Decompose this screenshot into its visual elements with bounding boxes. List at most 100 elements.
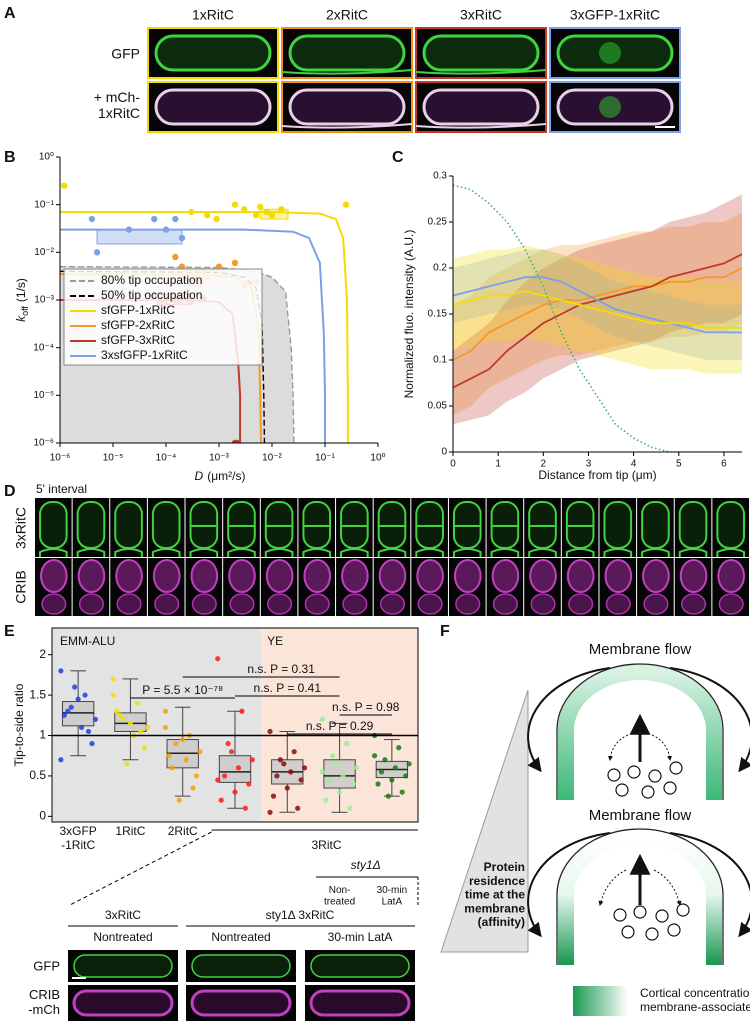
data-point [228, 749, 235, 755]
data-point [183, 757, 189, 763]
y-tick-label: 0.3 [433, 171, 447, 182]
cell-outline [603, 501, 633, 549]
panel-letter: C [392, 149, 404, 166]
data-point [233, 439, 241, 443]
text-line: + mCh- [94, 89, 141, 105]
data-point [242, 805, 248, 811]
x-tick-label: 10⁻⁵ [103, 453, 124, 464]
data-point [134, 700, 140, 706]
data-point [117, 712, 123, 718]
data-point [239, 708, 245, 714]
x-axis-label: Distance from tip (μm) [538, 468, 656, 482]
data-point [114, 708, 120, 714]
text-line: residence [469, 874, 525, 888]
data-point [399, 789, 405, 795]
y-tick-label: 10⁻¹ [34, 199, 54, 210]
crib-signal [491, 559, 520, 593]
crib-signal [378, 559, 407, 593]
text-line: (affinity) [478, 915, 525, 929]
crib-signal [342, 593, 368, 615]
row-label: GFP [33, 958, 60, 973]
text-line: Cortical concentration of [640, 986, 750, 1000]
data-point [372, 753, 378, 759]
cell [309, 989, 411, 1017]
significance-label: n.s. P = 0.41 [254, 681, 322, 695]
text-line: time at the [465, 888, 525, 902]
text-line: 3xGFP [59, 824, 96, 838]
crib-signal [680, 593, 707, 615]
x-tick-label: 3 [586, 459, 592, 470]
data-point [406, 761, 412, 767]
data-point [61, 712, 67, 718]
x-axis-label: D (μm²/s) [195, 469, 246, 483]
neighbor-cell [281, 69, 413, 75]
crib-signal [566, 559, 595, 593]
data-point [333, 761, 339, 767]
data-point [281, 761, 287, 767]
data-point [257, 203, 264, 211]
x-tick-label: 3xGFP -1RitC [59, 824, 96, 852]
data-point [392, 765, 398, 771]
cell-outline [490, 548, 520, 557]
data-point [301, 765, 308, 771]
data-point [65, 708, 71, 714]
cell-outline [151, 501, 181, 549]
data-point [231, 259, 239, 267]
neighbor-cell [415, 69, 547, 75]
data-point [197, 749, 203, 755]
text-line: Protein [484, 860, 525, 874]
y-axis-label: Tip-to-side ratio [12, 683, 26, 766]
cell-outline [415, 548, 444, 557]
cell-outline [114, 501, 143, 549]
data-point [127, 720, 134, 726]
crib-signal [379, 593, 406, 615]
profile-line [453, 267, 742, 361]
data-point [145, 724, 151, 731]
cell-outline [641, 501, 670, 549]
crib-signal [604, 559, 633, 593]
data-point [267, 809, 273, 815]
cell-outline [641, 548, 670, 557]
data-point [396, 745, 402, 751]
y-tick-label: 2 [39, 647, 46, 661]
x-tick-label: 1 [495, 459, 501, 470]
data-point [340, 773, 346, 779]
text-line: CRIB [29, 987, 60, 1002]
data-point [75, 696, 81, 702]
data-point [284, 785, 290, 791]
data-point [176, 797, 182, 803]
cell-outline [340, 548, 369, 557]
y-tick-label: 10⁻⁵ [33, 390, 54, 401]
data-point [274, 773, 280, 779]
y-tick-label: 10⁻⁴ [33, 342, 54, 353]
symbol: k [14, 315, 28, 322]
crib-signal [115, 559, 143, 593]
y-axis-label: koff (1/s) [14, 278, 30, 322]
data-point [204, 212, 211, 219]
data-point [180, 736, 186, 743]
data-point [268, 212, 276, 219]
data-point [319, 716, 325, 722]
data-point [78, 724, 85, 731]
data-point [162, 708, 169, 714]
cell-outline [302, 548, 332, 557]
data-point [82, 692, 88, 698]
panel-letter: D [4, 483, 16, 500]
cell [73, 954, 173, 978]
data-point [178, 234, 186, 242]
crib-signal [41, 593, 67, 615]
x-tick-label: 2 [541, 459, 547, 470]
data-point [162, 226, 170, 233]
text-line: -1RitC [61, 838, 95, 852]
symbol: D [195, 469, 204, 483]
cell [422, 34, 540, 72]
row-label: 3xRitC [13, 507, 29, 549]
crib-signal [568, 593, 594, 615]
data-point [68, 704, 74, 710]
interval-label: 5' interval [36, 482, 87, 496]
plot-frame [51, 627, 419, 823]
y-tick-label: 0.2 [433, 263, 447, 274]
column-header: Nontreated [211, 930, 270, 944]
cell-outline [76, 548, 106, 557]
